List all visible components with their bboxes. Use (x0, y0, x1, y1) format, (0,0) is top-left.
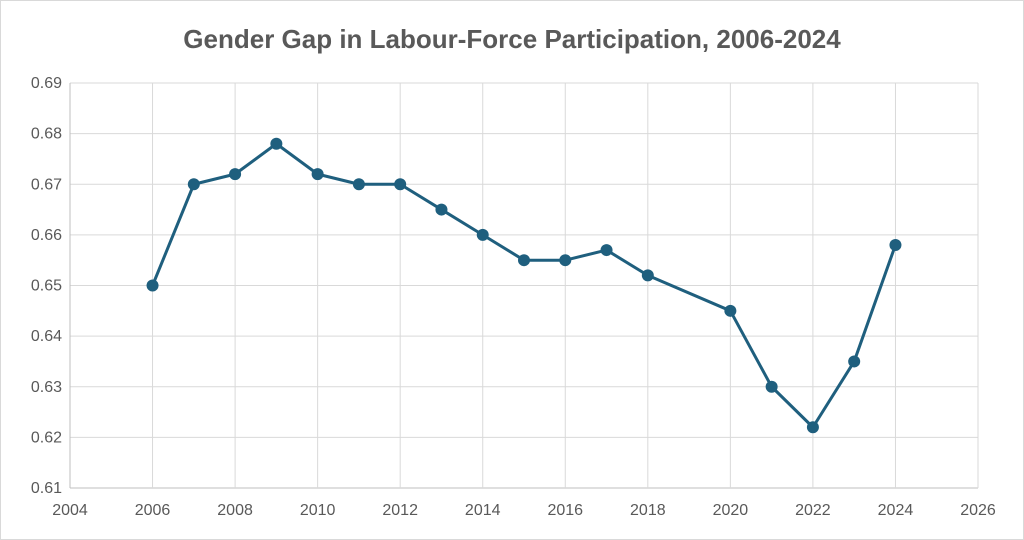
x-tick-label: 2004 (52, 502, 88, 519)
x-tick-label: 2014 (465, 502, 501, 519)
data-point[interactable] (889, 239, 902, 251)
data-point[interactable] (146, 279, 159, 292)
data-point[interactable] (352, 178, 365, 191)
x-tick-label: 2022 (795, 502, 831, 519)
x-tick-label: 2016 (547, 502, 583, 519)
x-axis-ticks: 2004 2006 2008 2010 2012 2014 2016 2018 2020 2022… (52, 502, 996, 519)
y-axis-ticks: 0.61 0.62 0.63 0.64 0.65 0.66 0.67 0.68 0.69 (31, 75, 62, 497)
y-tick-label: 0.63 (31, 379, 62, 396)
y-tick-label: 0.66 (31, 227, 62, 244)
y-tick-label: 0.64 (31, 328, 62, 345)
y-tick-label: 0.65 (31, 278, 62, 295)
y-tick-label: 0.67 (31, 176, 62, 193)
series-line (151, 142, 897, 429)
data-point[interactable] (394, 178, 407, 191)
data-point[interactable] (311, 168, 324, 181)
x-tick-label: 2024 (878, 502, 914, 519)
data-point[interactable] (270, 137, 283, 150)
data-point[interactable] (724, 304, 737, 317)
x-tick-label: 2020 (713, 502, 749, 519)
x-tick-label: 2012 (382, 502, 418, 519)
data-point[interactable] (765, 380, 778, 393)
y-tick-label: 0.61 (31, 480, 62, 497)
data-point[interactable] (187, 178, 200, 191)
data-point[interactable] (600, 244, 613, 257)
data-point[interactable] (476, 228, 489, 241)
data-point[interactable] (641, 269, 654, 282)
data-point[interactable] (229, 168, 242, 181)
data-point[interactable] (435, 203, 448, 216)
x-tick-label: 2008 (217, 502, 253, 519)
y-tick-label: 0.68 (31, 126, 62, 143)
data-point[interactable] (848, 355, 861, 368)
data-point[interactable] (806, 421, 819, 434)
x-tick-label: 2018 (630, 502, 666, 519)
data-point[interactable] (559, 254, 572, 267)
y-tick-label: 0.69 (31, 75, 62, 92)
x-tick-label: 2026 (960, 502, 996, 519)
series-layer (146, 137, 902, 434)
y-tick-label: 0.62 (31, 429, 62, 446)
x-tick-label: 2010 (300, 502, 336, 519)
chart-title: Gender Gap in Labour-Force Participation… (183, 24, 841, 54)
data-point[interactable] (518, 254, 530, 267)
x-tick-label: 2006 (135, 502, 171, 519)
gridlines (69, 82, 979, 489)
